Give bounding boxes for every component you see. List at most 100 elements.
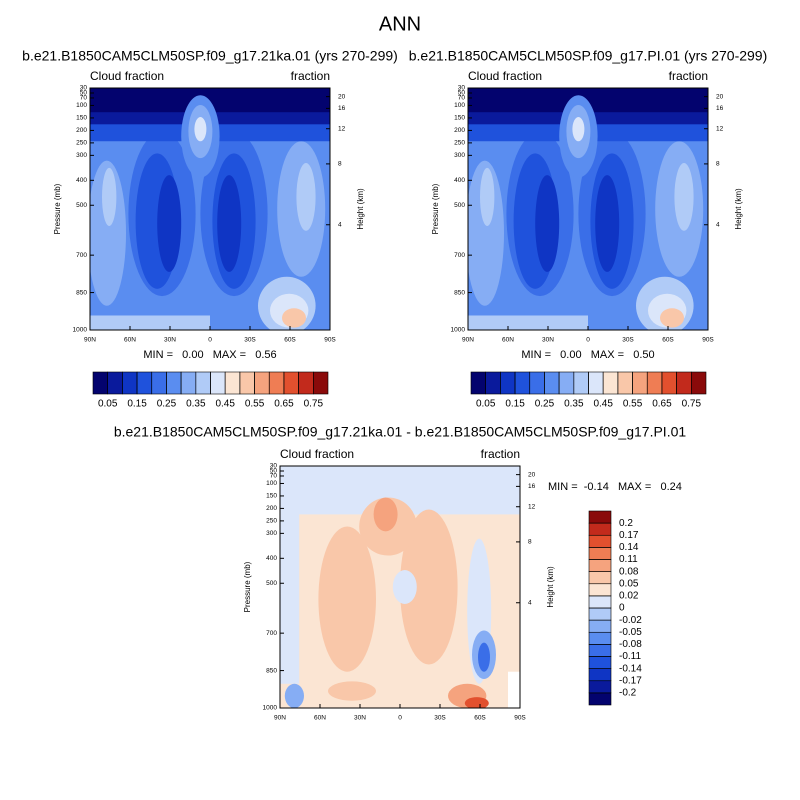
y-tick-label: 400 [76,177,87,184]
colorbar-box [151,371,167,395]
x-tick-label: 60S [284,337,296,344]
colorbar-box [485,371,501,395]
x-tick-label: 30S [622,337,634,344]
y-tick-label: 250 [454,140,465,147]
y-tick-label: 50 [80,90,88,97]
colorbar-label: -0.11 [619,651,641,662]
y2-tick-label: 8 [338,161,342,168]
y-tick-label: 30 [270,463,278,470]
y-tick-label: 30 [80,85,88,92]
field-region [90,315,210,330]
field-region [464,697,489,708]
y-tick-label: 70 [458,95,466,102]
colorbar-box [514,371,531,395]
colorbar-label: 0.45 [593,399,613,410]
colorbar-label: 0.15 [127,399,147,410]
colorbar-box [588,522,612,536]
y-axis-label: Pressure (mb) [431,183,440,234]
field-region [468,160,504,306]
field-region [478,642,490,672]
colorbar-label: 0.14 [619,542,639,553]
colorbar-box [166,371,182,395]
y-tick-label: 400 [454,177,465,184]
y-tick-label: 500 [266,580,277,587]
field-region [318,526,377,672]
x-tick-label: 60N [124,337,136,344]
right-label: fraction [669,69,708,83]
y-tick-label: 300 [266,530,277,537]
field-region [392,570,417,604]
colorbar-label: 0.25 [157,399,177,410]
y2-tick-label: 8 [528,539,532,546]
colorbar-box [558,371,575,395]
x-tick-label: 60S [474,715,486,722]
colorbar-box [195,371,211,395]
colorbar-label: 0.17 [619,530,639,541]
y2-tick-label: 20 [528,471,536,478]
colorbar-box [588,644,612,657]
y-tick-label: 50 [458,90,466,97]
y-tick-label: 700 [76,252,87,259]
colorbar-box [588,583,612,597]
field-region [157,175,182,272]
x-tick-label: 30N [354,715,366,722]
colorbar-box [588,547,612,560]
y-tick-label: 200 [454,127,465,134]
field-region [217,175,242,272]
left-label: Cloud fraction [468,69,542,83]
panel-subtitle: b.e21.B1850CAM5CLM50SP.f09_g17.21ka.01 (… [22,48,398,64]
x-tick-label: 60N [314,715,326,722]
min-max: MIN = 0.00 MAX = 0.56 [143,349,276,361]
y2-tick-label: 20 [716,93,724,100]
y-tick-label: 100 [76,102,87,109]
y-tick-label: 700 [266,630,277,637]
y-tick-label: 500 [454,202,465,209]
colorbar-box [224,371,241,395]
colorbar-box [676,371,692,395]
y-tick-label: 850 [76,289,87,296]
field-region [660,308,684,328]
field-region [508,671,520,708]
field-region [102,167,117,226]
colorbar-box [588,559,612,572]
x-tick-label: 90N [84,337,96,344]
colorbar-label: -0.05 [619,627,642,638]
colorbar-label: 0.25 [535,399,555,410]
colorbar-box [646,371,663,395]
colorbar-box [210,371,226,395]
colorbar-label: 0.02 [619,591,639,602]
colorbar-box [268,371,285,395]
x-tick-label: 30N [164,337,176,344]
colorbar-box [632,371,648,395]
field-region [280,466,300,684]
y-tick-label: 150 [76,115,87,122]
colorbar-label: 0.08 [619,566,639,577]
contour-field [90,88,330,330]
y-tick-label: 250 [266,518,277,525]
colorbar-box [298,371,314,395]
y-tick-label: 400 [266,555,277,562]
colorbar-label: -0.17 [619,675,642,686]
field-region [535,175,560,272]
field-region [282,308,306,328]
field-region [400,509,458,665]
colorbar-label: 0.55 [623,399,643,410]
figure-title: ANN [379,13,421,35]
y-tick-label: 250 [76,140,87,147]
y2-axis-label: Height (km) [356,188,365,230]
colorbar-label: 0.15 [505,399,525,410]
y-tick-label: 100 [266,480,277,487]
colorbar-box [254,371,270,395]
y-tick-label: 850 [454,289,465,296]
colorbar-label: 0.2 [619,518,633,529]
y-axis-label: Pressure (mb) [243,561,252,612]
colorbar-box [588,692,612,706]
colorbar-box [617,371,633,395]
y-tick-label: 850 [266,667,277,674]
colorbar-box [588,571,612,585]
y2-tick-label: 4 [716,221,720,228]
colorbar-label: 0.45 [215,399,235,410]
colorbar-label: 0.75 [304,399,324,410]
colorbar-box [588,371,604,395]
colorbar-box [588,510,612,524]
